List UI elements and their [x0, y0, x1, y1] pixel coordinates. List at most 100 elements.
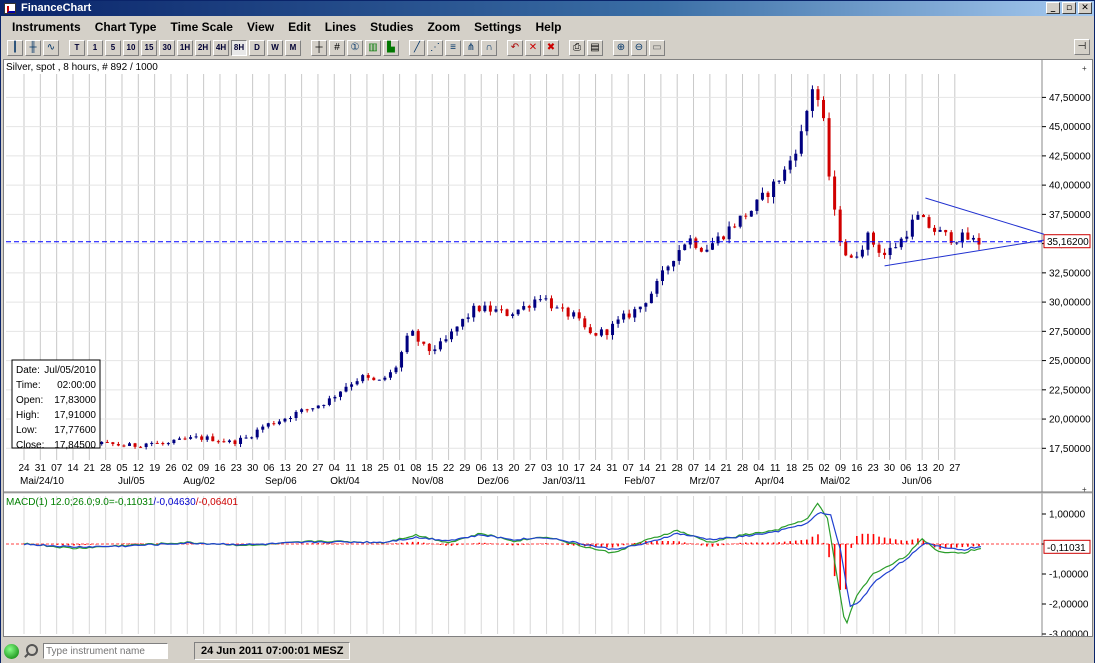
x-axis-day-label: 05	[116, 463, 128, 474]
x-axis-day-label: 02	[182, 463, 194, 474]
timeframe-5-button[interactable]: 5	[105, 40, 121, 56]
menu-settings[interactable]: Settings	[474, 20, 522, 34]
candle-body	[350, 384, 354, 387]
timeframe-w-button[interactable]: W	[267, 40, 283, 56]
macd-label-prefix: MACD(1) 12.0;26.0;9.0=	[6, 497, 115, 508]
candle	[488, 301, 492, 316]
timeframe-8h-button[interactable]: 8H	[231, 40, 247, 56]
menu-bar: Instruments Chart Type Time Scale View Edit L…	[1, 17, 1094, 37]
candle	[122, 444, 126, 448]
undo-icon[interactable]: ↶	[507, 40, 523, 56]
minimize-button[interactable]: _	[1046, 2, 1060, 14]
candle	[794, 149, 798, 167]
pin-icon[interactable]: ⊣	[1074, 39, 1090, 55]
timeframe-1h-button[interactable]: 1H	[177, 40, 193, 56]
maximize-button[interactable]: ▫	[1062, 2, 1076, 14]
timeframe-d-button[interactable]: D	[249, 40, 265, 56]
menu-time-scale[interactable]: Time Scale	[170, 20, 233, 34]
menu-help[interactable]: Help	[535, 20, 562, 34]
macd-tick-label: -1,00000	[1049, 570, 1089, 581]
info-box-value: 02:00:00	[57, 380, 96, 391]
menu-lines[interactable]: Lines	[324, 20, 357, 34]
menu-studies[interactable]: Studies	[370, 20, 414, 34]
fan-icon[interactable]: ⋔	[463, 40, 479, 56]
candle	[322, 404, 326, 409]
candle	[177, 436, 181, 440]
candle-body	[499, 309, 503, 311]
candle	[477, 305, 481, 313]
candle	[505, 308, 509, 317]
timeframe-m-button[interactable]: M	[285, 40, 301, 56]
timeframe-4h-button[interactable]: 4H	[213, 40, 229, 56]
candle	[150, 441, 154, 447]
candle-body	[444, 339, 448, 342]
print-icon[interactable]: ⎙	[569, 40, 585, 56]
delete-all-icon[interactable]: ✖	[543, 40, 559, 56]
candle	[894, 242, 898, 249]
instrument-search-input[interactable]	[43, 643, 168, 659]
line-chart-icon[interactable]: ∿	[43, 40, 59, 56]
grid-icon[interactable]: #	[329, 40, 345, 56]
chart-svg[interactable]: Silver, spot , 8 hours, # 892 / 1000 + +47…	[4, 60, 1092, 641]
x-axis-day-label: 06	[476, 463, 488, 474]
x-axis-day-label: 13	[492, 463, 504, 474]
indicator-icon[interactable]: ▙	[383, 40, 399, 56]
bar-chart-icon[interactable]: ╫	[25, 40, 41, 56]
candle	[289, 416, 293, 423]
timeframe-1-button[interactable]: 1	[87, 40, 103, 56]
timeframe-15-button[interactable]: 15	[141, 40, 157, 56]
candle	[938, 226, 942, 232]
zoom-reset-icon[interactable]: ▭	[649, 40, 665, 56]
candle	[749, 210, 753, 217]
channel-icon[interactable]: ⋰	[427, 40, 443, 56]
candle-body	[139, 446, 143, 448]
print-preview-icon[interactable]: ▤	[587, 40, 603, 56]
x-axis-day-label: 01	[394, 463, 406, 474]
x-axis-month-label: Feb/07	[624, 476, 656, 487]
pane-resize-icon: +	[1082, 64, 1087, 73]
candle	[472, 303, 476, 322]
signal-label-value: /-0,04630	[153, 497, 196, 508]
candle	[327, 395, 331, 407]
delete-icon[interactable]: ✕	[525, 40, 541, 56]
menu-instruments[interactable]: Instruments	[12, 20, 81, 34]
numbers-icon[interactable]: ①	[347, 40, 363, 56]
timeframe-10-button[interactable]: 10	[123, 40, 139, 56]
candle-body	[960, 232, 964, 243]
fibonacci-icon[interactable]: ≡	[445, 40, 461, 56]
menu-chart-type[interactable]: Chart Type	[94, 20, 157, 34]
candle	[971, 235, 975, 243]
crosshair-icon[interactable]: ┼	[311, 40, 327, 56]
x-axis-day-label: 24	[18, 463, 30, 474]
x-axis-day-label: 30	[884, 463, 896, 474]
menu-zoom[interactable]: Zoom	[427, 20, 461, 34]
candle-body	[366, 375, 370, 378]
menu-edit[interactable]: Edit	[288, 20, 311, 34]
chart-area[interactable]: Silver, spot , 8 hours, # 892 / 1000 + +47…	[3, 59, 1093, 641]
candle-body	[949, 232, 953, 243]
zoom-out-icon[interactable]: ⊖	[631, 40, 647, 56]
close-button[interactable]: ✕	[1078, 2, 1092, 14]
trendline-icon[interactable]: ╱	[409, 40, 425, 56]
candle-body	[905, 236, 909, 239]
candle	[616, 316, 620, 328]
timeframe-2h-button[interactable]: 2H	[195, 40, 211, 56]
x-axis-day-label: 06	[900, 463, 912, 474]
candle-body	[921, 214, 925, 218]
candle-body	[416, 330, 420, 342]
volume-icon[interactable]: ▥	[365, 40, 381, 56]
zoom-in-icon[interactable]: ⊕	[613, 40, 629, 56]
candlestick-chart-icon[interactable]: ┃	[7, 40, 23, 56]
cycle-icon[interactable]: ∩	[481, 40, 497, 56]
candle	[111, 441, 115, 447]
candle-body	[239, 437, 243, 444]
menu-view[interactable]: View	[246, 20, 275, 34]
timeframe-t-button[interactable]: T	[69, 40, 85, 56]
candle-body	[250, 437, 254, 439]
price-tick-label: 32,50000	[1049, 268, 1091, 279]
timeframe-30-button[interactable]: 30	[159, 40, 175, 56]
x-axis-day-label: 25	[378, 463, 390, 474]
candle-body	[549, 298, 553, 309]
candle	[955, 241, 959, 245]
candle-body	[622, 313, 626, 320]
